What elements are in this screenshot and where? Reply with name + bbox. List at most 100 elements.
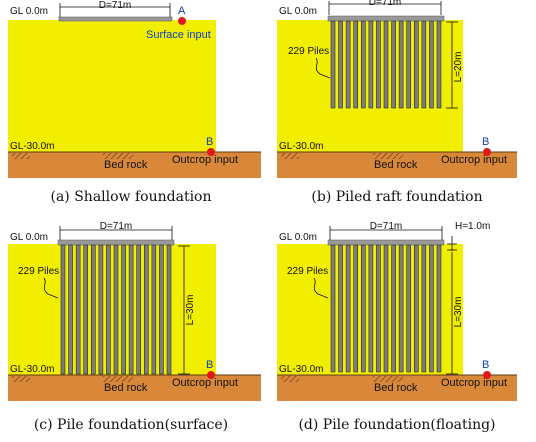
panel-a: D=71m GL 0.0m GL-30.0m Bed rock A Surfac… — [8, 0, 261, 205]
outcrop-input-label: Outcrop input — [172, 154, 238, 166]
piles-label: 229 Piles — [288, 46, 329, 57]
outcrop-input-point — [483, 371, 491, 379]
surface-input-label: Surface input — [146, 29, 211, 41]
pile — [338, 244, 343, 373]
caption: (c) Pile foundation(surface) — [34, 417, 228, 433]
pile — [391, 20, 396, 109]
pile — [368, 244, 374, 373]
bedrock-hatch-mid — [373, 153, 403, 159]
pile — [68, 244, 73, 375]
caption: (a) Shallow foundation — [51, 189, 212, 205]
piles-leader-arrow — [313, 277, 329, 299]
pile — [353, 244, 359, 373]
panel-b: D=71m L=20m GL 0.0m GL-30.0m 229 Piles B… — [277, 0, 517, 205]
bedrock-hatch-mid — [103, 153, 133, 159]
pile — [368, 20, 374, 109]
pile — [436, 20, 442, 109]
width-label: D=71m — [369, 0, 402, 8]
pile — [128, 244, 134, 375]
caption: (d) Pile foundation(floating) — [298, 417, 495, 433]
width-label: D=71m — [99, 0, 132, 11]
bedrock-label: Bed rock — [104, 382, 148, 394]
bedrock-layer — [8, 375, 261, 401]
pile — [159, 244, 164, 375]
pile — [330, 244, 336, 373]
pile — [421, 20, 427, 109]
pile — [406, 244, 412, 373]
pile — [360, 20, 366, 109]
gl-bottom-label: GL-30.0m — [279, 364, 323, 375]
pile — [121, 244, 126, 375]
raft — [327, 15, 445, 22]
gl-bottom-label: GL-30.0m — [10, 141, 54, 152]
pile — [166, 244, 172, 375]
length-label: L=20m — [453, 52, 464, 83]
raft — [58, 16, 173, 22]
pile — [398, 20, 404, 109]
piles-label: 229 Piles — [18, 266, 59, 277]
gl-bottom-label: GL-30.0m — [10, 364, 54, 375]
pile — [75, 244, 81, 375]
pile — [345, 20, 351, 109]
pile — [406, 20, 412, 109]
pile-group — [60, 244, 172, 375]
piles-leader-arrow — [315, 57, 331, 79]
bedrock-label: Bed rock — [374, 382, 418, 394]
pile — [383, 244, 389, 373]
pile — [90, 244, 96, 375]
bedrock-layer — [8, 152, 261, 178]
gl-top-label: GL 0.0m — [10, 232, 48, 243]
bedrock-hatch-left — [281, 153, 299, 159]
point-letter-b: B — [482, 359, 489, 371]
pile-group — [330, 244, 442, 373]
point-letter-b: B — [206, 359, 213, 371]
point-letter-b: B — [206, 136, 213, 148]
pile — [151, 244, 157, 375]
bedrock-label: Bed rock — [104, 159, 148, 171]
pile — [353, 20, 359, 109]
caption: (b) Piled raft foundation — [311, 189, 482, 205]
pile — [143, 244, 149, 375]
bedrock-hatch-mid — [103, 376, 133, 382]
pile — [429, 20, 434, 109]
point-letter-b: B — [482, 136, 489, 148]
pile — [376, 244, 381, 373]
pile — [429, 244, 434, 373]
outcrop-input-point — [207, 148, 215, 156]
piles-leader-arrow — [43, 277, 59, 299]
pile — [398, 244, 404, 373]
raft — [327, 239, 445, 246]
outcrop-input-point — [207, 371, 215, 379]
outcrop-input-label: Outcrop input — [441, 154, 507, 166]
pile — [413, 244, 419, 373]
length-label: L=30m — [185, 295, 196, 326]
pile — [436, 244, 442, 373]
bedrock-hatch-left — [12, 376, 30, 382]
outcrop-input-label: Outcrop input — [172, 377, 238, 389]
pile-group — [330, 20, 442, 109]
outcrop-input-label: Outcrop input — [441, 377, 507, 389]
pile — [345, 244, 351, 373]
pile — [60, 244, 66, 375]
bedrock-label: Bed rock — [374, 159, 418, 171]
pile — [338, 20, 343, 109]
pile — [98, 244, 104, 375]
soil-layer — [8, 20, 216, 152]
length-label: L=30m — [453, 297, 464, 328]
gl-top-label: GL 0.0m — [279, 232, 317, 243]
width-label: D=71m — [370, 221, 403, 232]
pile — [360, 244, 366, 373]
pile — [413, 20, 419, 109]
gap-label: H=1.0m — [455, 221, 490, 232]
pile — [83, 244, 89, 375]
gl-top-label: GL 0.0m — [279, 6, 317, 17]
pile — [106, 244, 111, 375]
pile — [421, 244, 427, 373]
gl-bottom-label: GL-30.0m — [279, 141, 323, 152]
bedrock-hatch-left — [281, 376, 299, 382]
panel-c: D=71m L=30m GL 0.0m GL-30.0m 229 Piles B… — [8, 221, 261, 433]
piles-label: 229 Piles — [287, 266, 328, 277]
width-label: D=71m — [100, 221, 133, 232]
pile — [376, 20, 381, 109]
